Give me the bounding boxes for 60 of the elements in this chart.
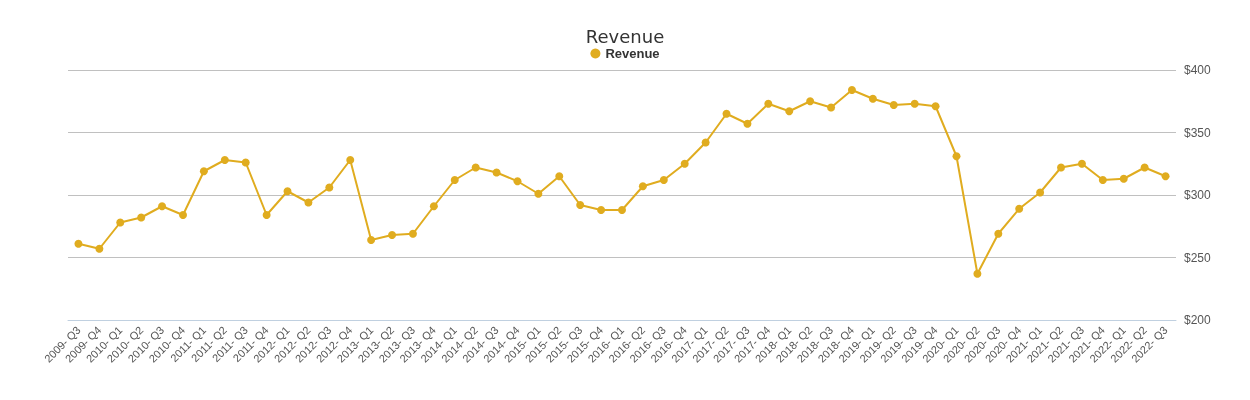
point bbox=[346, 156, 355, 164]
point bbox=[1098, 176, 1107, 184]
point bbox=[262, 211, 271, 219]
point bbox=[680, 159, 689, 168]
point bbox=[618, 206, 626, 214]
point bbox=[847, 86, 856, 94]
point bbox=[764, 99, 773, 108]
point bbox=[534, 189, 543, 198]
point bbox=[555, 172, 564, 181]
chart-title: Revenue bbox=[585, 25, 665, 47]
point bbox=[785, 107, 794, 116]
point bbox=[638, 182, 647, 191]
point bbox=[931, 102, 940, 111]
point bbox=[889, 101, 898, 109]
y-tick-label: $400 bbox=[1184, 63, 1212, 77]
point bbox=[241, 158, 250, 167]
point bbox=[1015, 204, 1024, 213]
point bbox=[1161, 172, 1170, 181]
point bbox=[597, 206, 606, 214]
point bbox=[429, 202, 438, 211]
point bbox=[701, 138, 710, 147]
point bbox=[1140, 163, 1149, 172]
point bbox=[827, 103, 836, 112]
point bbox=[952, 152, 961, 161]
point bbox=[158, 202, 167, 211]
point bbox=[178, 211, 187, 219]
point bbox=[743, 119, 752, 128]
point bbox=[1036, 188, 1045, 197]
point bbox=[137, 213, 146, 222]
point bbox=[325, 183, 334, 192]
point bbox=[283, 187, 292, 196]
point bbox=[492, 168, 501, 177]
y-tick-label: $300 bbox=[1184, 188, 1212, 202]
point bbox=[722, 109, 731, 118]
point bbox=[220, 156, 229, 164]
point bbox=[95, 244, 104, 253]
y-tick-label: $200 bbox=[1184, 313, 1212, 327]
point bbox=[1119, 174, 1128, 183]
y-tick-label: $350 bbox=[1184, 125, 1212, 140]
point bbox=[408, 229, 417, 238]
point bbox=[806, 97, 815, 106]
point bbox=[199, 167, 208, 176]
point bbox=[74, 239, 83, 248]
point bbox=[388, 231, 397, 239]
point bbox=[304, 198, 313, 207]
y-tick-label: $250 bbox=[1184, 250, 1212, 265]
point bbox=[659, 176, 668, 184]
point bbox=[576, 201, 585, 209]
point bbox=[868, 94, 877, 103]
point bbox=[450, 176, 459, 184]
point bbox=[1077, 159, 1086, 168]
point bbox=[1057, 163, 1066, 172]
legend-label: Revenue bbox=[605, 46, 660, 61]
point bbox=[994, 229, 1003, 238]
point bbox=[116, 218, 125, 227]
point bbox=[513, 177, 522, 186]
point bbox=[973, 269, 982, 278]
point bbox=[471, 163, 480, 172]
point bbox=[910, 99, 919, 108]
point bbox=[367, 236, 376, 244]
